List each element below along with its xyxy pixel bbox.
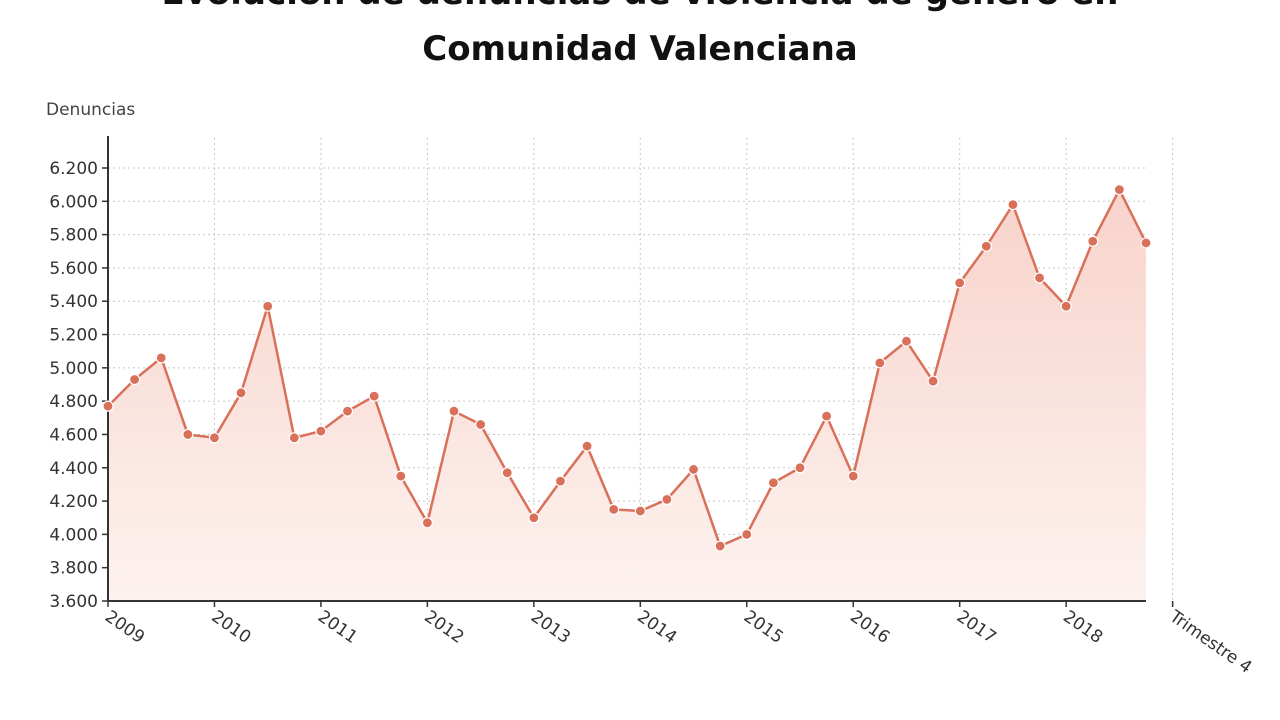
data-point [687,463,700,476]
y-tick-label: 4.400 [49,459,98,479]
data-point [954,277,966,289]
y-tick-label: 5.600 [49,259,98,279]
axes [102,136,1174,607]
data-point [554,475,567,487]
data-point [288,432,300,444]
data-point [767,477,779,489]
x-tick-label: 2014 [633,607,680,648]
y-tick-label: 4.600 [49,425,98,445]
data-point [794,462,806,474]
data-point [475,418,487,431]
y-tick-label: 5.000 [49,359,98,379]
x-tick-label: 2018 [1059,607,1106,648]
y-tick-label: 5.400 [49,292,98,312]
data-point [448,405,460,417]
data-point [235,387,247,399]
data-point [980,240,992,252]
y-tick-label: 4.200 [49,492,98,512]
data-point [1033,272,1046,284]
data-point [1060,300,1072,312]
y-tick-label: 3.600 [49,592,98,612]
x-tick-label: 2017 [953,607,1000,648]
data-point [1140,237,1152,249]
y-tick-labels: 3.600 3.800 4.000 4.200 4.400 4.600 4.800 5.000… [49,159,98,612]
data-point [395,470,407,482]
x-tick-labels: 2009 2010 2011 2012 2013 2014 2015 2016 2017 2018… [101,606,1255,678]
data-point [927,375,939,387]
x-tick-label: 2010 [208,607,255,648]
data-point [741,528,753,540]
x-tick-label: 2013 [527,607,574,648]
data-point [661,493,673,506]
y-tick-label: 4.800 [49,392,98,412]
data-point [368,390,380,402]
y-axis-label: Denuncias [46,100,135,120]
data-point [714,540,726,552]
x-tick-label: 2012 [421,607,468,648]
chart-title-line-1: Evolución de denuncias de violencia de g… [162,0,1119,13]
series-points [102,184,1152,552]
y-tick-label: 6.000 [49,192,98,212]
data-point [341,405,354,417]
y-tick-label: 5.800 [49,226,98,246]
data-point [315,425,327,437]
data-point [155,352,167,364]
y-tick-label: 4.000 [49,525,98,545]
data-point [182,428,194,441]
data-point [208,432,221,444]
x-tick-label: Trimestre 4 [1165,606,1255,678]
data-point [421,517,433,529]
data-point [501,467,513,479]
y-tick-label: 3.800 [49,559,98,579]
data-point [847,470,859,482]
data-point [129,373,141,386]
data-point [528,512,540,524]
y-tick-label: 5.200 [49,326,98,346]
data-point [1087,235,1099,247]
area-fill [108,189,1146,601]
data-point [1113,184,1125,196]
x-tick-label: 2016 [846,607,893,648]
x-tick-label: 2015 [740,607,787,648]
y-tick-label: 6.200 [49,159,98,179]
data-point [1007,199,1019,211]
x-tick-label: 2009 [101,607,148,648]
data-point [608,503,620,516]
x-tick-label: 2011 [314,607,361,648]
chart-title-line-2: Comunidad Valenciana [422,29,857,69]
data-point [102,400,114,412]
series-line [107,186,1148,548]
data-point [262,300,274,312]
data-point [900,335,913,347]
data-point [581,440,593,452]
data-point [821,410,833,422]
data-point [874,357,886,369]
data-point [634,505,646,517]
